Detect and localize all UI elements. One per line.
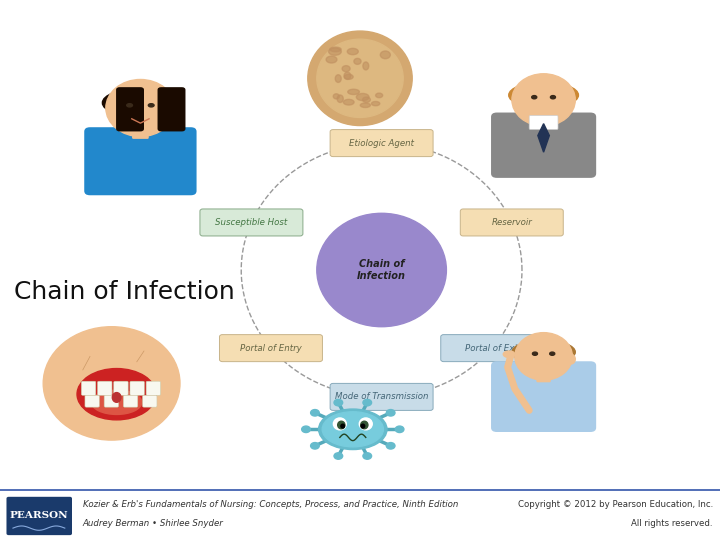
- Text: Portal of Entry: Portal of Entry: [240, 343, 302, 353]
- FancyBboxPatch shape: [84, 127, 197, 195]
- Text: PEARSON: PEARSON: [9, 511, 68, 519]
- Ellipse shape: [512, 340, 575, 364]
- FancyBboxPatch shape: [114, 381, 128, 395]
- Ellipse shape: [344, 72, 351, 79]
- Ellipse shape: [359, 418, 372, 430]
- Ellipse shape: [310, 443, 319, 449]
- Ellipse shape: [361, 421, 368, 429]
- Ellipse shape: [376, 93, 383, 98]
- Text: Copyright © 2012 by Pearson Education, Inc.: Copyright © 2012 by Pearson Education, I…: [518, 500, 713, 509]
- FancyBboxPatch shape: [536, 117, 552, 129]
- Text: Chain of Infection: Chain of Infection: [14, 280, 235, 303]
- Ellipse shape: [334, 400, 343, 406]
- Ellipse shape: [326, 56, 337, 63]
- FancyBboxPatch shape: [330, 383, 433, 410]
- Polygon shape: [538, 124, 549, 152]
- Ellipse shape: [361, 424, 365, 428]
- Text: Kozier & Erb's Fundamentals of Nursing: Concepts, Process, and Practice, Ninth E: Kozier & Erb's Fundamentals of Nursing: …: [83, 500, 458, 509]
- Ellipse shape: [112, 393, 121, 402]
- Text: Susceptible Host: Susceptible Host: [215, 218, 287, 227]
- Ellipse shape: [317, 213, 446, 327]
- Ellipse shape: [106, 79, 175, 137]
- FancyBboxPatch shape: [330, 130, 433, 157]
- FancyBboxPatch shape: [130, 381, 144, 395]
- Ellipse shape: [334, 453, 343, 459]
- FancyBboxPatch shape: [104, 395, 119, 407]
- Text: All rights reserved.: All rights reserved.: [631, 519, 713, 528]
- Ellipse shape: [533, 352, 537, 355]
- Ellipse shape: [348, 89, 359, 94]
- Ellipse shape: [362, 97, 370, 103]
- Text: Chain of
Infection: Chain of Infection: [357, 259, 406, 281]
- Ellipse shape: [310, 409, 319, 416]
- Ellipse shape: [333, 94, 339, 99]
- FancyBboxPatch shape: [200, 209, 303, 236]
- Ellipse shape: [363, 453, 372, 459]
- Ellipse shape: [363, 400, 372, 406]
- Ellipse shape: [333, 418, 346, 430]
- Ellipse shape: [302, 426, 310, 433]
- Ellipse shape: [363, 62, 369, 70]
- Ellipse shape: [43, 327, 180, 440]
- FancyBboxPatch shape: [116, 87, 144, 131]
- FancyBboxPatch shape: [85, 395, 99, 407]
- Ellipse shape: [148, 104, 154, 107]
- Ellipse shape: [356, 93, 369, 100]
- Ellipse shape: [77, 368, 156, 420]
- Ellipse shape: [343, 99, 354, 105]
- Ellipse shape: [344, 75, 353, 79]
- Ellipse shape: [341, 424, 344, 428]
- FancyBboxPatch shape: [220, 335, 323, 362]
- Ellipse shape: [503, 351, 515, 357]
- Ellipse shape: [330, 47, 341, 52]
- FancyBboxPatch shape: [123, 395, 138, 407]
- Ellipse shape: [380, 51, 390, 59]
- Ellipse shape: [307, 31, 412, 126]
- Text: Audrey Berman • Shirlee Snyder: Audrey Berman • Shirlee Snyder: [83, 519, 223, 528]
- FancyBboxPatch shape: [491, 112, 596, 178]
- Text: Etiologic Agent: Etiologic Agent: [349, 139, 414, 147]
- Ellipse shape: [91, 390, 142, 415]
- Ellipse shape: [531, 96, 537, 99]
- FancyBboxPatch shape: [143, 395, 157, 407]
- Ellipse shape: [372, 102, 379, 106]
- Ellipse shape: [567, 354, 575, 364]
- Ellipse shape: [550, 352, 554, 355]
- Ellipse shape: [342, 66, 350, 72]
- Ellipse shape: [337, 95, 343, 103]
- FancyBboxPatch shape: [460, 209, 563, 236]
- FancyBboxPatch shape: [158, 87, 186, 131]
- Ellipse shape: [338, 421, 345, 429]
- Text: Mode of Transmission: Mode of Transmission: [335, 393, 428, 401]
- FancyBboxPatch shape: [81, 381, 96, 395]
- FancyBboxPatch shape: [491, 361, 596, 432]
- Text: Reservoir: Reservoir: [492, 218, 532, 227]
- FancyBboxPatch shape: [98, 381, 112, 395]
- Ellipse shape: [360, 103, 370, 107]
- FancyBboxPatch shape: [441, 335, 544, 362]
- Ellipse shape: [323, 411, 384, 447]
- Ellipse shape: [515, 333, 572, 380]
- Ellipse shape: [102, 89, 179, 117]
- FancyBboxPatch shape: [6, 497, 72, 535]
- Ellipse shape: [354, 58, 361, 64]
- Ellipse shape: [127, 104, 132, 107]
- Ellipse shape: [509, 82, 578, 108]
- Ellipse shape: [328, 48, 341, 55]
- Ellipse shape: [512, 74, 575, 126]
- FancyBboxPatch shape: [536, 372, 551, 382]
- FancyBboxPatch shape: [132, 126, 149, 139]
- FancyBboxPatch shape: [529, 116, 558, 130]
- FancyBboxPatch shape: [146, 381, 161, 395]
- Text: Portal of Exit: Portal of Exit: [464, 343, 520, 353]
- Ellipse shape: [319, 409, 387, 449]
- Ellipse shape: [387, 409, 395, 416]
- Ellipse shape: [387, 443, 395, 449]
- Ellipse shape: [395, 426, 404, 433]
- Ellipse shape: [551, 96, 556, 99]
- Ellipse shape: [317, 39, 403, 118]
- Ellipse shape: [347, 49, 359, 55]
- Ellipse shape: [336, 75, 341, 83]
